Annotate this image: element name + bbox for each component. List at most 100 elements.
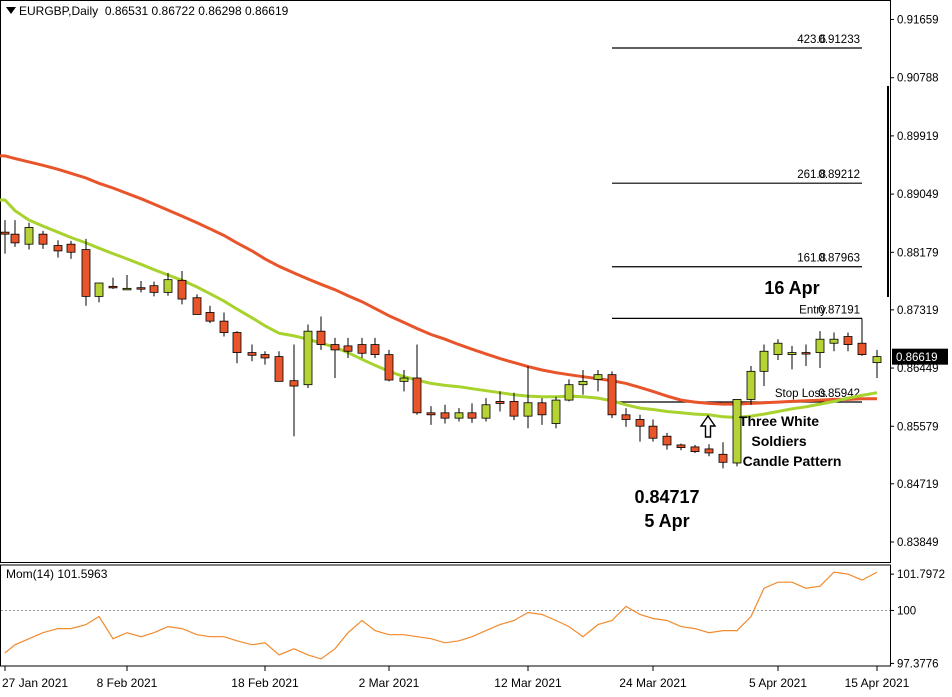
bull-candle: [24, 227, 34, 245]
bull-candle: [399, 377, 409, 382]
bear-candle: [149, 285, 159, 293]
fib-level-label: Entry: [799, 304, 826, 316]
bear-candle: [0, 231, 10, 235]
bear-candle: [289, 380, 299, 387]
y-tick-label: 0.87319: [897, 305, 939, 317]
y-tick-label: 0.89919: [897, 131, 939, 143]
symbol-label: EURGBP,Daily: [19, 4, 99, 18]
x-tick-label: 2 Mar 2021: [359, 676, 420, 690]
bear-candle: [801, 352, 811, 355]
bear-candle: [676, 444, 686, 448]
annotation-low-price: 0.84717: [634, 487, 699, 507]
fib-level-label: 261.8: [797, 169, 826, 181]
bull-candle: [815, 338, 825, 353]
momentum-header: Mom(14) 101.5963: [6, 567, 108, 581]
bull-candle: [578, 380, 588, 386]
bear-candle: [330, 344, 340, 351]
mom-y-tick-label: 101.7972: [897, 569, 945, 581]
bear-candle: [635, 419, 645, 427]
ohlc-readout: 0.86531 0.86722 0.86298 0.86619: [104, 4, 289, 18]
bear-candle: [232, 332, 242, 353]
x-tick-label: 27 Jan 2021: [2, 676, 68, 690]
bull-candle: [94, 282, 104, 297]
y-tick-label: 0.88179: [897, 247, 939, 259]
collapse-triangle-icon[interactable]: [6, 7, 16, 14]
bear-candle: [384, 354, 394, 381]
bull-candle: [303, 330, 313, 386]
mom-y-tick-label: 97.3776: [897, 658, 939, 670]
bull-candle: [163, 279, 173, 293]
bear-candle: [509, 401, 519, 417]
bull-candle: [746, 370, 756, 400]
main-pane-frame: [0, 0, 891, 563]
bear-candle: [247, 352, 257, 356]
momentum-line: [4, 571, 878, 660]
fib-level-label: Stop Loss: [775, 388, 826, 400]
bear-candle: [704, 448, 714, 454]
bull-candle: [454, 412, 464, 419]
bull-candle: [759, 350, 769, 372]
bear-candle: [621, 414, 631, 420]
fib-level-value: 0.91233: [818, 34, 860, 46]
ema-slow-line: [0, 154, 877, 406]
fib-level-label: 423.6: [797, 34, 826, 46]
x-tick-label: 8 Feb 2021: [97, 676, 158, 690]
annotation-low-date: 5 Apr: [644, 511, 689, 531]
up-arrow-icon: [699, 414, 717, 438]
y-tick-label: 0.84719: [897, 479, 939, 491]
momentum-pane-frame: [0, 564, 891, 667]
bear-candle: [38, 233, 48, 245]
annotation-pattern-line1: Three White: [739, 413, 819, 429]
bear-candle: [440, 412, 450, 419]
bear-candle: [648, 425, 658, 439]
y-tick-label: 0.86449: [897, 363, 939, 375]
bear-candle: [690, 446, 700, 453]
bull-candle: [481, 404, 491, 419]
y-tick-label: 0.91659: [897, 14, 939, 26]
mom-y-tick-label: 100: [897, 605, 916, 617]
bull-candle: [732, 399, 742, 464]
bear-candle: [177, 279, 187, 300]
bear-candle: [343, 345, 353, 352]
fib-level-value: 0.87963: [818, 253, 860, 265]
x-tick-label: 12 Mar 2021: [494, 676, 562, 690]
bear-candle: [81, 249, 91, 297]
bear-candle: [274, 356, 284, 382]
bull-candle: [122, 287, 132, 291]
bear-candle: [467, 412, 477, 419]
bear-candle: [66, 243, 76, 253]
annotation-pattern-line3: Candle Pattern: [743, 453, 842, 469]
bear-candle: [426, 412, 436, 416]
current-price-tag: [892, 348, 948, 365]
x-tick-label: 18 Feb 2021: [231, 676, 299, 690]
bear-candle: [53, 245, 63, 252]
bull-candle: [773, 342, 783, 355]
y-tick-label: 0.89049: [897, 189, 939, 201]
bear-candle: [205, 312, 215, 322]
bear-candle: [357, 344, 367, 354]
bear-candle: [108, 285, 118, 289]
y-tick-label: 0.83849: [897, 537, 939, 549]
bull-candle: [523, 402, 533, 417]
current-price-label: 0.86619: [896, 352, 938, 364]
chart-header: EURGBP,Daily 0.86531 0.86722 0.86298 0.8…: [6, 4, 288, 18]
y-tick-label: 0.85579: [897, 421, 939, 433]
annotation-pattern-line2: Soldiers: [751, 433, 806, 449]
fib-level-value: 0.89212: [818, 169, 860, 181]
bull-candle: [872, 356, 882, 364]
bull-candle: [551, 399, 561, 424]
bull-candle: [787, 352, 797, 355]
x-tick-label: 15 Apr 2021: [845, 676, 910, 690]
bull-candle: [829, 338, 839, 344]
bear-candle: [136, 287, 146, 290]
bear-candle: [192, 297, 202, 315]
bull-candle: [564, 384, 574, 401]
bear-candle: [607, 374, 617, 416]
annotation-high-date: 16 Apr: [764, 278, 819, 298]
bear-candle: [412, 377, 422, 414]
bear-candle: [219, 320, 229, 333]
bear-candle: [260, 354, 270, 359]
bear-candle: [857, 342, 867, 355]
